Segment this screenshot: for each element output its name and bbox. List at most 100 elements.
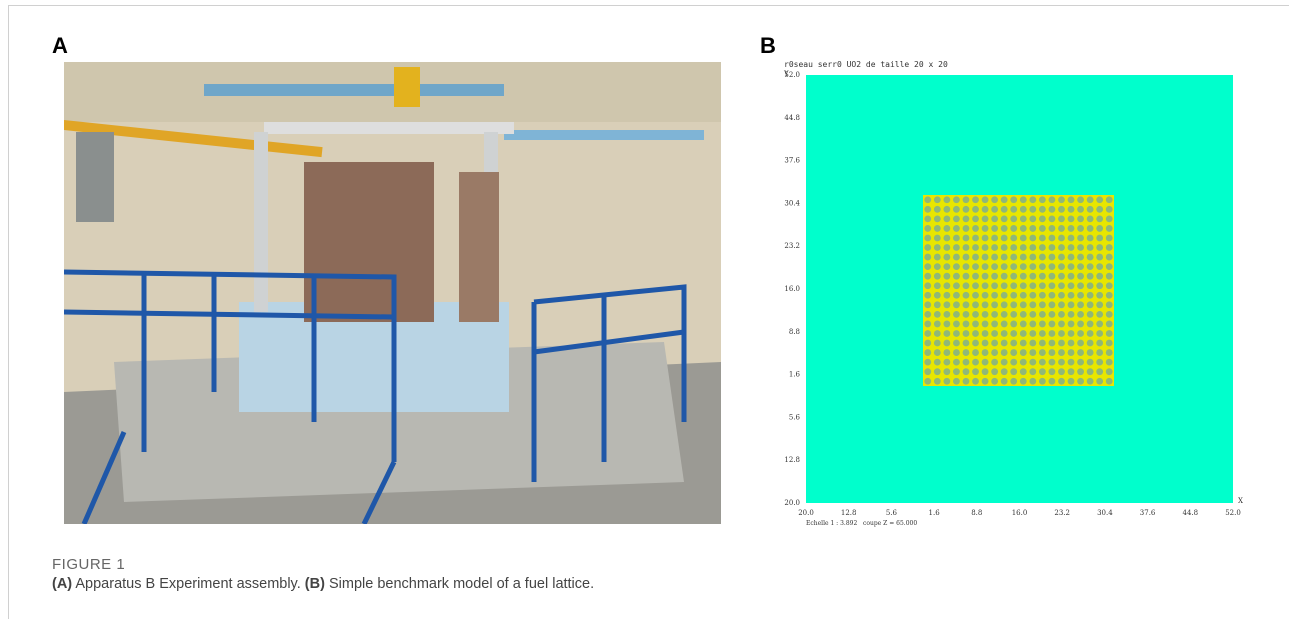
- fuel-pin: [1077, 225, 1084, 232]
- fuel-pin: [1038, 291, 1046, 299]
- fuel-pin: [972, 272, 979, 280]
- fuel-pin: [933, 310, 941, 318]
- fuel-pin: [1019, 225, 1027, 232]
- y-tick-label: 44.8: [784, 114, 800, 122]
- caption-tag: (B): [304, 576, 325, 592]
- x-tick-label: 20.0: [798, 509, 814, 517]
- y-tick-label: 8.8: [789, 328, 800, 336]
- fuel-pin: [972, 320, 979, 328]
- fuel-pin: [933, 330, 941, 337]
- fuel-pin: [1105, 310, 1113, 318]
- fuel-pin: [1077, 263, 1084, 271]
- fuel-pin: [1029, 330, 1037, 337]
- fuel-pin: [943, 301, 951, 309]
- fuel-pin: [1105, 330, 1113, 337]
- fuel-pin: [972, 253, 979, 261]
- fuel-pin: [991, 196, 999, 204]
- fuel-pin: [1000, 330, 1008, 337]
- fuel-pin: [953, 282, 960, 290]
- fuel-pin: [991, 349, 999, 356]
- fuel-pin: [972, 349, 979, 356]
- x-tick-label: 52.0: [1225, 509, 1241, 517]
- fuel-pin: [972, 263, 979, 271]
- fuel-pin: [1058, 244, 1065, 251]
- fuel-pin: [924, 272, 932, 280]
- fuel-pin: [1010, 272, 1018, 280]
- fuel-pin: [1019, 377, 1027, 385]
- fuel-pin: [1077, 320, 1084, 328]
- fuel-pin: [991, 263, 999, 271]
- fuel-pin: [1086, 339, 1094, 347]
- fuel-pin: [1019, 310, 1027, 318]
- fuel-pin: [1058, 205, 1065, 213]
- fuel-pin: [1067, 253, 1075, 261]
- fuel-pin: [962, 301, 970, 309]
- fuel-pin: [943, 368, 951, 376]
- fuel-pin: [1067, 205, 1075, 213]
- fuel-pin: [1058, 196, 1065, 204]
- fuel-pin: [1096, 310, 1104, 318]
- fuel-pin: [991, 234, 999, 242]
- fuel-pin: [943, 253, 951, 261]
- fuel-pin: [1086, 215, 1094, 223]
- fuel-pin: [1010, 358, 1018, 366]
- fuel-pin: [953, 225, 960, 232]
- fuel-pin: [1048, 282, 1056, 290]
- fuel-pin: [1105, 272, 1113, 280]
- fuel-pin: [1000, 368, 1008, 376]
- fuel-pin: [924, 310, 932, 318]
- fuel-pin: [972, 301, 979, 309]
- fuel-pin: [981, 234, 989, 242]
- axis-label: X: [1238, 497, 1243, 505]
- x-tick-label: 37.6: [1140, 509, 1156, 517]
- fuel-pin: [1096, 291, 1104, 299]
- fuel-pin: [1000, 263, 1008, 271]
- fuel-pin: [991, 320, 999, 328]
- fuel-pin: [1086, 368, 1094, 376]
- fuel-pin: [943, 282, 951, 290]
- y-tick-label: 16.0: [784, 285, 800, 293]
- fuel-pin: [1077, 272, 1084, 280]
- y-tick-label: 12.8: [784, 456, 800, 464]
- fuel-pin: [1000, 205, 1008, 213]
- fuel-pin: [1086, 358, 1094, 366]
- fuel-pin: [1096, 368, 1104, 376]
- fuel-pin: [981, 330, 989, 337]
- fuel-pin: [1096, 244, 1104, 251]
- fuel-pin: [1058, 349, 1065, 356]
- fuel-pin: [962, 368, 970, 376]
- fuel-pin: [1000, 244, 1008, 251]
- fuel-pin: [1096, 339, 1104, 347]
- fuel-pin: [1019, 330, 1027, 337]
- fuel-pin: [981, 377, 989, 385]
- caption-text: Simple benchmark model of a fuel lattice…: [328, 576, 595, 592]
- fuel-pin: [981, 339, 989, 347]
- fuel-pin: [1058, 234, 1065, 242]
- fuel-pin: [953, 310, 960, 318]
- fuel-pin: [1010, 263, 1018, 271]
- x-tick-label: 1.6: [929, 509, 941, 517]
- y-tick-label: 5.6: [789, 413, 801, 421]
- fuel-pin: [1086, 225, 1094, 232]
- fuel-pin: [1105, 234, 1113, 242]
- fuel-pin: [1010, 196, 1018, 204]
- fuel-pin: [943, 244, 951, 251]
- fuel-pin: [1029, 291, 1037, 299]
- fuel-pin: [1048, 205, 1056, 213]
- fuel-pin: [1067, 339, 1075, 347]
- fuel-pin: [1067, 225, 1075, 232]
- fuel-pin: [962, 330, 970, 337]
- fuel-pin: [981, 368, 989, 376]
- fuel-pin: [943, 225, 951, 232]
- fuel-pin: [1010, 310, 1018, 318]
- fuel-pin: [981, 253, 989, 261]
- fuel-pin: [1000, 282, 1008, 290]
- fuel-pin: [1058, 301, 1065, 309]
- fuel-pin: [1019, 215, 1027, 223]
- fuel-pin: [991, 301, 999, 309]
- caption: (A) Apparatus B Experiment assembly. (B)…: [52, 576, 594, 592]
- fuel-pin: [1086, 244, 1094, 251]
- fuel-pin: [924, 368, 932, 376]
- fuel-pin: [991, 368, 999, 376]
- fuel-pin: [1058, 377, 1065, 385]
